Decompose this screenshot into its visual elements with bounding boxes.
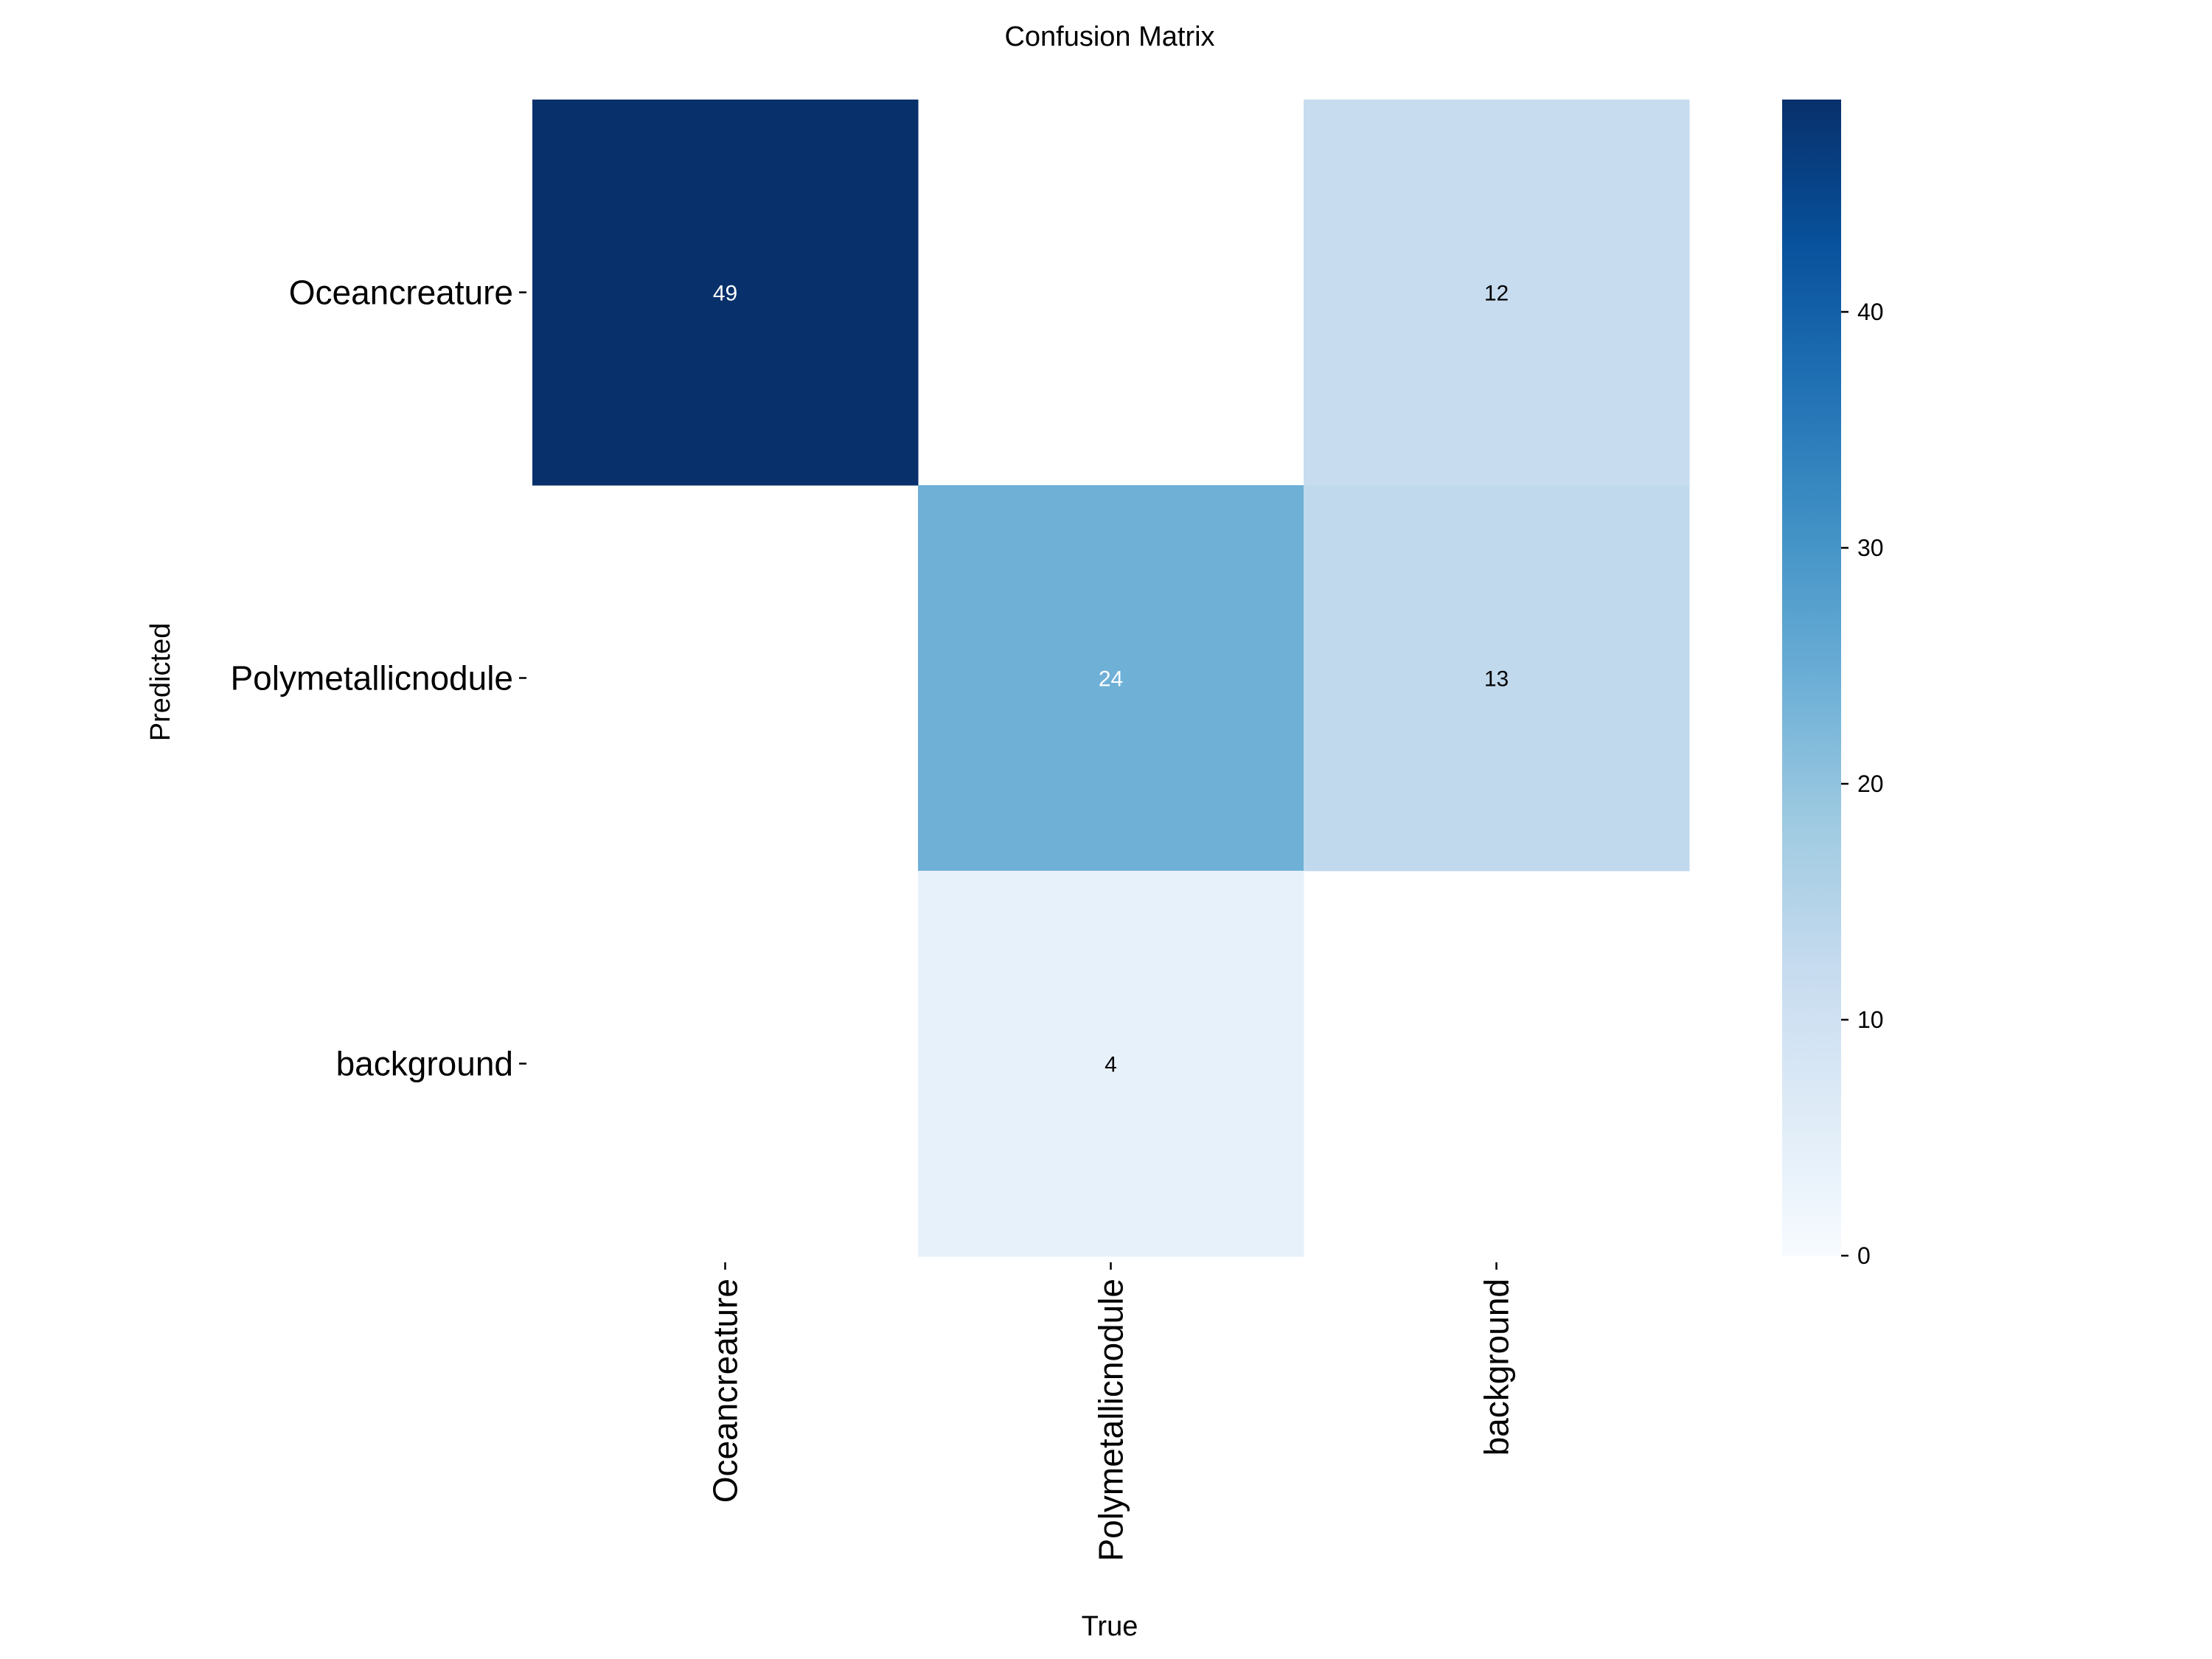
heatmap-cell xyxy=(1304,100,1690,486)
heatmap-cell xyxy=(918,485,1304,872)
x-tick-label: Polymetallicnodule xyxy=(1092,1279,1130,1562)
x-tick-label: Oceancreature xyxy=(706,1279,745,1503)
colorbar-ticks: 0 10 20 30 40 xyxy=(1841,299,1884,1269)
colorbar-tick-label: 10 xyxy=(1857,1006,1884,1033)
x-tick-label: background xyxy=(1478,1279,1516,1455)
colorbar xyxy=(1782,100,1841,1256)
colorbar-tick-label: 0 xyxy=(1857,1242,1871,1269)
heatmap-cell xyxy=(532,100,919,486)
x-axis-label: True xyxy=(1082,1611,1138,1642)
y-tick-label: Oceancreature xyxy=(289,274,513,312)
chart-title: Confusion Matrix xyxy=(1004,21,1214,52)
y-tick-label: Polymetallicnodule xyxy=(230,659,513,698)
cell-value-label: 12 xyxy=(1484,282,1509,306)
y-axis-ticks: Oceancreature Polymetallicnodule backgroun… xyxy=(230,274,526,1083)
heatmap-cell xyxy=(1304,485,1690,872)
y-axis-label: Predicted xyxy=(145,623,176,742)
cell-value-label: 4 xyxy=(1105,1053,1117,1077)
y-tick-label: background xyxy=(336,1045,513,1083)
cell-value-label: 13 xyxy=(1484,667,1509,692)
cell-value-label: 49 xyxy=(713,282,737,306)
colorbar-tick-label: 40 xyxy=(1857,299,1884,325)
x-axis-ticks: Oceancreature Polymetallicnodule backgroun… xyxy=(706,1262,1516,1562)
heatmap-cell xyxy=(918,871,1304,1257)
heatmap-cell-labels: 49 12 24 13 4 xyxy=(713,282,1509,1077)
heatmap-cells xyxy=(532,100,1690,1257)
colorbar-tick-label: 20 xyxy=(1857,771,1884,797)
colorbar-tick-label: 30 xyxy=(1857,535,1884,561)
cell-value-label: 24 xyxy=(1099,667,1123,692)
